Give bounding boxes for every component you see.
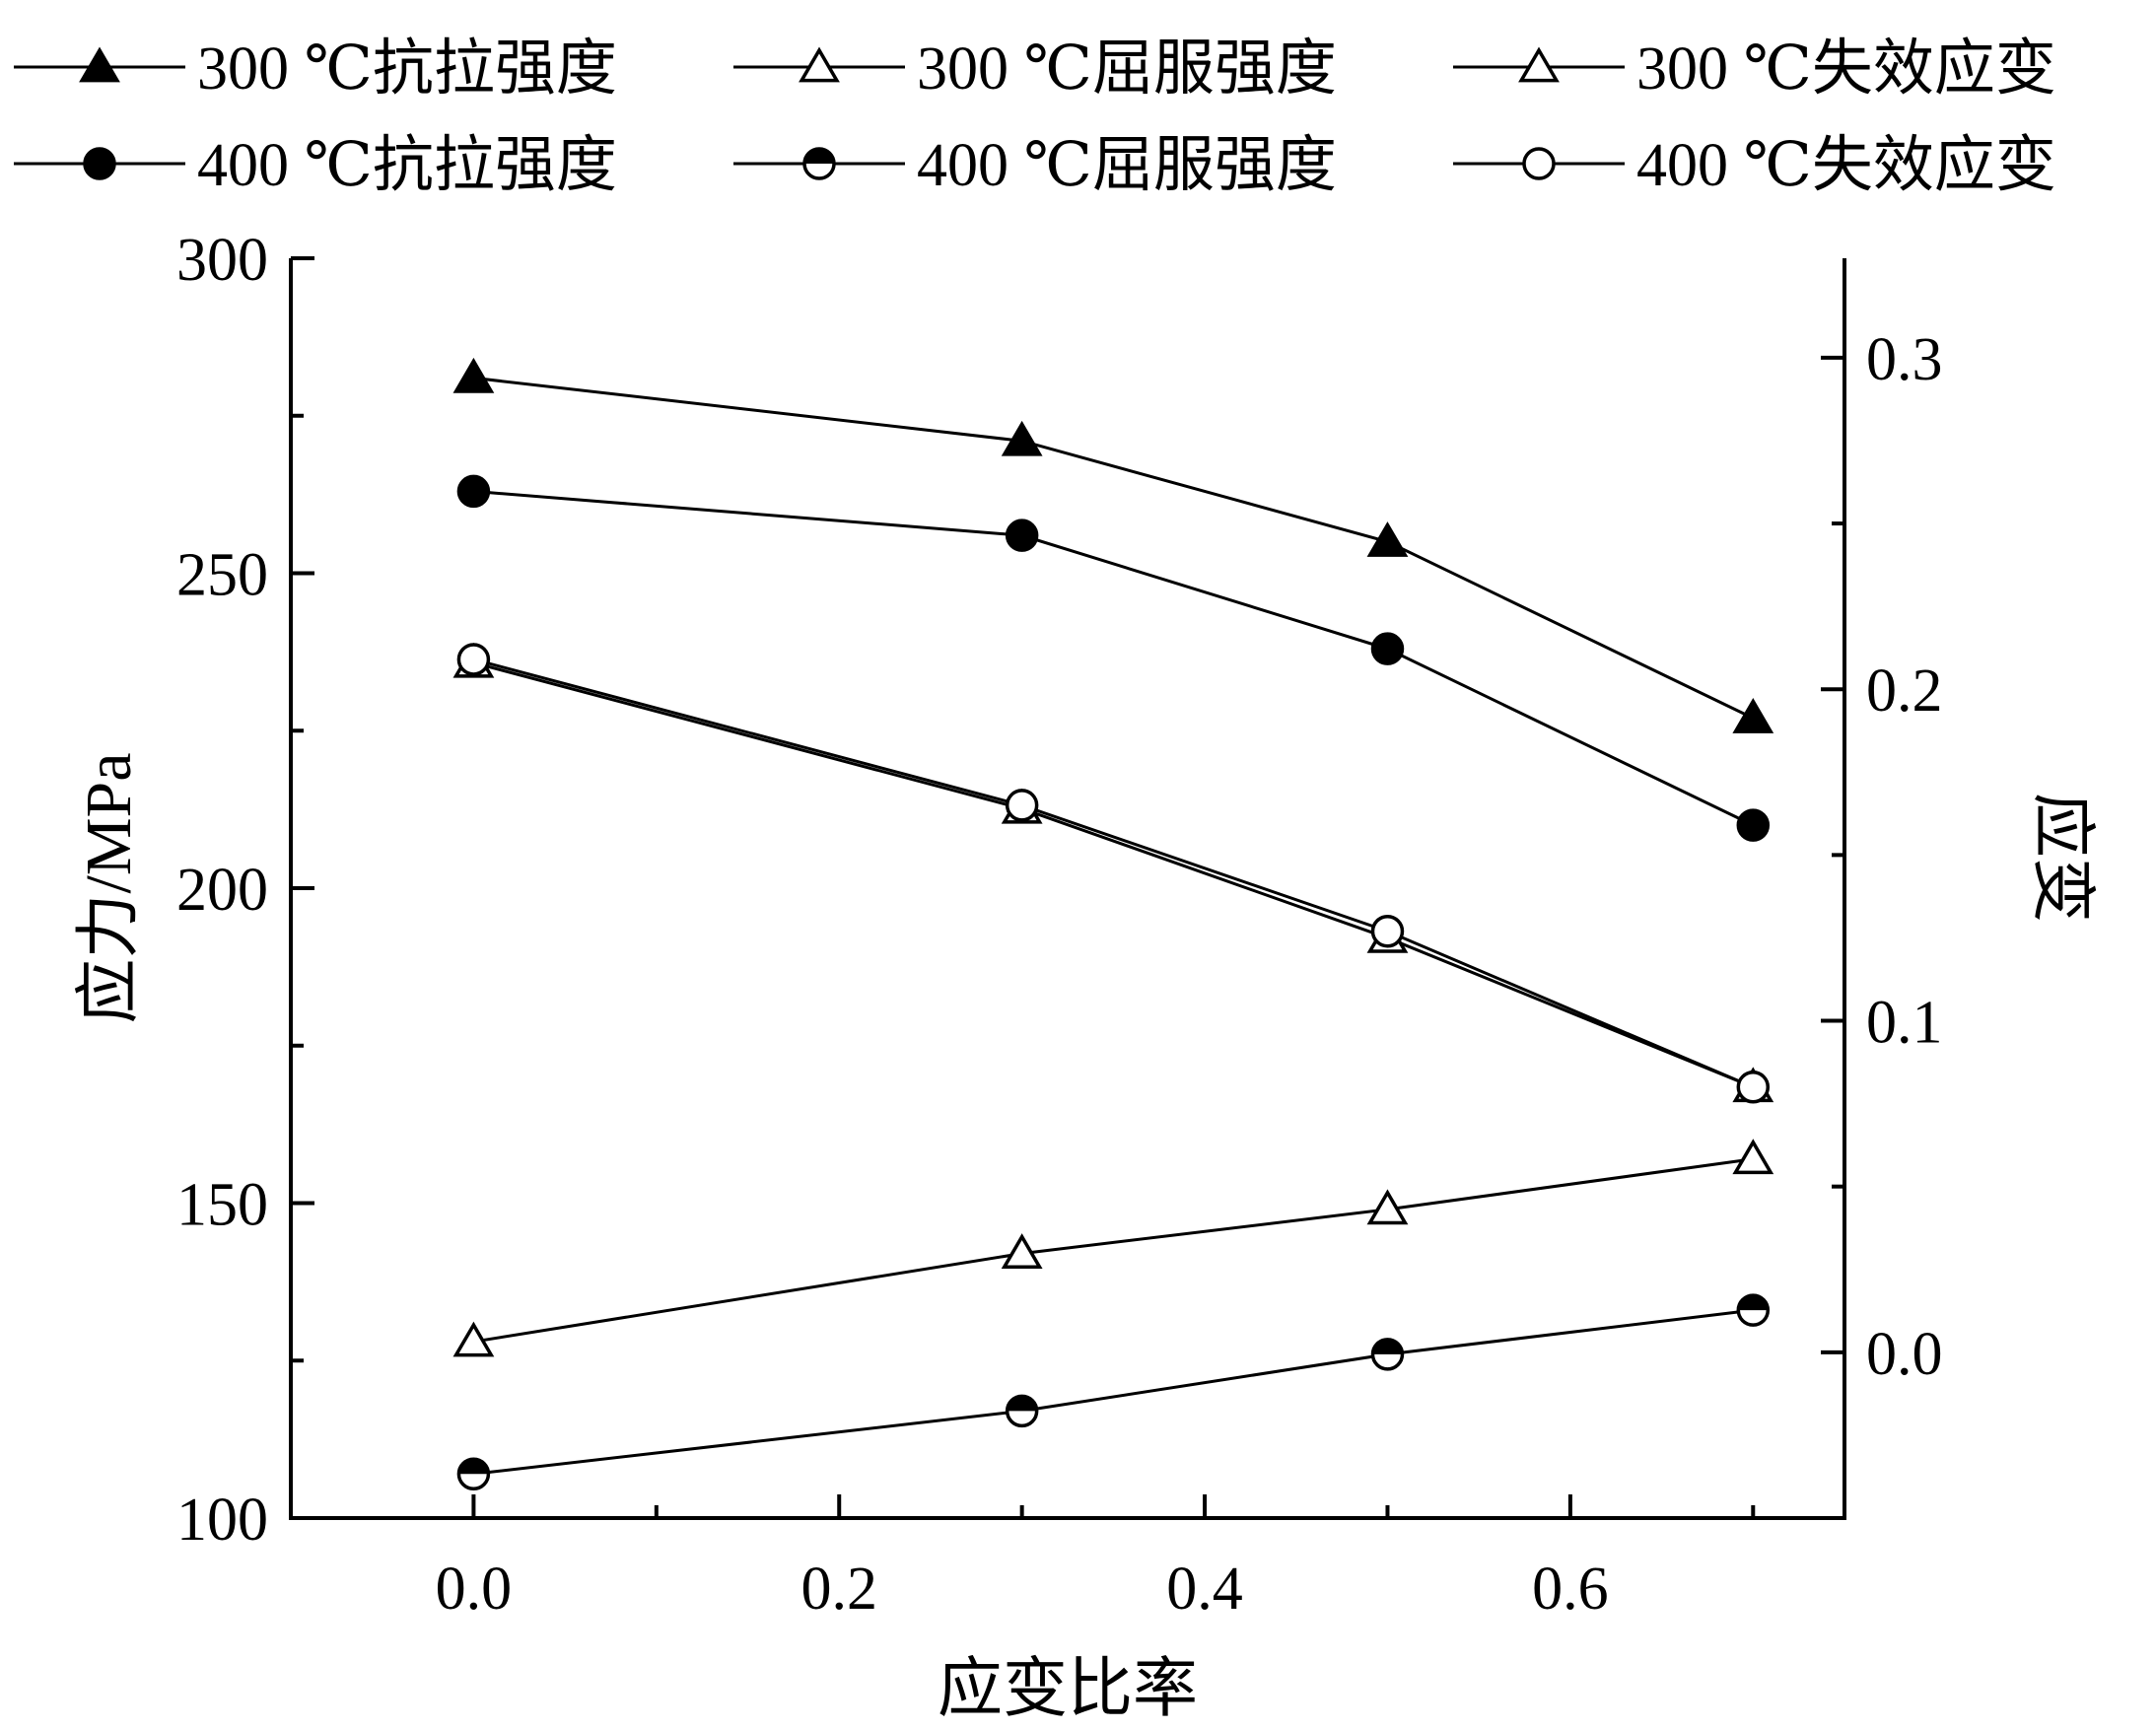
- series-line-0: [473, 376, 1754, 720]
- legend-marker-5: [1522, 147, 1556, 180]
- legend-marker-3: [83, 147, 116, 180]
- legend-label-3: 400 ℃抗拉强度: [197, 132, 617, 199]
- data-point-s3-2: [1370, 632, 1405, 665]
- data-point-s0-1: [1001, 420, 1043, 456]
- series-line-4: [473, 1308, 1754, 1476]
- y-left-tick-label: 300: [176, 227, 268, 294]
- legend: 300 ℃抗拉强度 300 ℃屈服强度 300 ℃失效应变 400 ℃抗拉强度 …: [197, 35, 2056, 199]
- x-tick-label: 0.6: [1532, 1556, 1609, 1623]
- series-line-2: [473, 660, 1754, 1089]
- series-layer: [452, 357, 1774, 1491]
- data-point-s1-1: [1001, 1233, 1043, 1269]
- data-point-s0-0: [452, 357, 495, 393]
- tick-marks: [291, 256, 1844, 1520]
- y-right-tick-label: 0.2: [1866, 657, 1943, 725]
- legend-marker-4: [802, 147, 836, 180]
- series-line-5: [473, 657, 1754, 1089]
- legend-label-0: 300 ℃抗拉强度: [197, 35, 617, 103]
- data-point-s1-3: [1732, 1139, 1774, 1175]
- x-tick-labels: 0.0 0.2 0.4 0.6: [436, 1556, 1609, 1623]
- data-point-s4-0: [456, 1457, 491, 1491]
- data-point-s3-1: [1005, 519, 1039, 552]
- x-tick-label: 0.0: [436, 1556, 513, 1623]
- data-point-s4-1: [1005, 1394, 1039, 1428]
- y-right-tick-labels: 0.0 0.1 0.2 0.3: [1866, 326, 1943, 1388]
- x-axis-title: 应变比率: [938, 1653, 1198, 1725]
- legend-label-2: 300 ℃失效应变: [1636, 35, 2056, 103]
- y-right-tick-label: 0.1: [1866, 990, 1943, 1057]
- legend-marker-1: [799, 46, 840, 83]
- y-right-axis-title: 应变: [2026, 793, 2098, 923]
- y-right-tick-label: 0.0: [1866, 1321, 1943, 1388]
- y-left-tick-labels: 100 150 200 250 300: [176, 227, 268, 1554]
- legend-label-5: 400 ℃失效应变: [1636, 132, 2056, 199]
- axes: [289, 258, 1846, 1520]
- series-line-1: [473, 1157, 1754, 1344]
- legend-label-1: 300 ℃屈服强度: [917, 35, 1337, 103]
- data-point-s5-2: [1370, 914, 1405, 948]
- y-left-tick-label: 150: [176, 1172, 268, 1239]
- data-point-s0-3: [1732, 697, 1774, 733]
- data-point-s4-2: [1370, 1338, 1405, 1371]
- data-point-s4-3: [1736, 1293, 1771, 1327]
- data-point-s1-0: [452, 1321, 495, 1357]
- data-point-s3-3: [1736, 808, 1771, 842]
- x-tick-label: 0.2: [800, 1556, 877, 1623]
- data-point-s5-1: [1005, 789, 1039, 822]
- y-left-tick-label: 200: [176, 857, 268, 924]
- data-point-s5-3: [1736, 1071, 1771, 1104]
- y-right-tick-label: 0.3: [1866, 326, 1943, 393]
- data-point-s1-2: [1366, 1189, 1409, 1225]
- y-left-tick-label: 100: [176, 1487, 268, 1554]
- legend-marker-2: [1518, 46, 1560, 83]
- y-left-tick-label: 250: [176, 542, 268, 609]
- legend-label-4: 400 ℃屈服强度: [917, 132, 1337, 199]
- data-point-s5-0: [456, 643, 491, 676]
- x-tick-label: 0.4: [1166, 1556, 1243, 1623]
- series-line-3: [473, 489, 1754, 827]
- data-point-s0-2: [1366, 521, 1409, 557]
- legend-samples: [14, 46, 1625, 180]
- y-left-axis-title: 应力/MPa: [73, 752, 145, 1023]
- legend-marker-0: [79, 46, 120, 83]
- data-point-s3-0: [456, 474, 491, 509]
